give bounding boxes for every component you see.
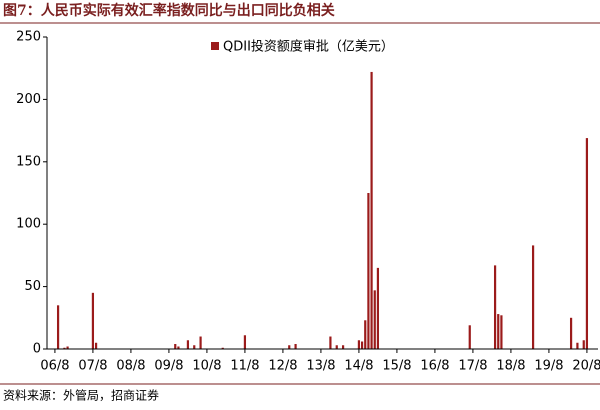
bar xyxy=(497,314,500,349)
bar xyxy=(370,71,373,349)
x-tick-label: 16/8 xyxy=(420,359,449,374)
bar xyxy=(288,345,291,349)
legend-label: QDII投资额度审批（亿美元） xyxy=(223,39,394,55)
x-tick-label: 14/8 xyxy=(344,359,373,374)
bar xyxy=(582,340,585,349)
bar xyxy=(221,347,224,349)
x-tick-label: 11/8 xyxy=(230,359,259,374)
y-tick-label: 250 xyxy=(16,30,41,45)
y-tick-label: 150 xyxy=(16,154,41,169)
bar xyxy=(576,342,579,349)
y-tick-label: 200 xyxy=(16,92,41,107)
x-tick-label: 17/8 xyxy=(458,359,487,374)
bar xyxy=(360,341,364,349)
bar xyxy=(376,267,380,349)
bar xyxy=(493,265,497,349)
bar xyxy=(335,345,338,349)
x-tick-label: 13/8 xyxy=(306,359,335,374)
x-tick-label: 10/8 xyxy=(192,359,221,374)
bar xyxy=(364,320,367,349)
x-tick-label: 19/8 xyxy=(534,359,563,374)
bar xyxy=(66,346,69,349)
bar xyxy=(531,245,535,349)
bar xyxy=(341,345,345,349)
bar xyxy=(468,325,471,349)
bar xyxy=(174,344,177,349)
bar xyxy=(329,336,332,349)
x-tick-label: 07/8 xyxy=(78,359,107,374)
bar xyxy=(193,345,196,349)
bar xyxy=(56,305,60,349)
x-tick-label: 18/8 xyxy=(496,359,525,374)
bar xyxy=(373,290,376,349)
bar xyxy=(177,346,180,349)
bar xyxy=(63,347,66,349)
x-tick-label: 20/8 xyxy=(572,359,600,374)
x-tick-label: 08/8 xyxy=(116,359,145,374)
bar xyxy=(367,193,370,349)
x-tick-label: 09/8 xyxy=(154,359,183,374)
y-tick-label: 100 xyxy=(16,217,41,232)
bar xyxy=(500,315,503,349)
legend-swatch xyxy=(211,42,219,50)
bar xyxy=(243,335,247,349)
bar xyxy=(585,138,589,349)
chart-title: 图7：人民币实际有效汇率指数同比与出口同比负相关 xyxy=(3,2,335,19)
bar xyxy=(357,340,361,349)
x-tick-label: 06/8 xyxy=(40,359,69,374)
y-tick-label: 50 xyxy=(24,279,41,294)
bar xyxy=(186,340,190,349)
bar xyxy=(569,317,573,349)
bar xyxy=(199,336,202,349)
bar xyxy=(91,292,95,349)
x-tick-label: 12/8 xyxy=(268,359,297,374)
source-note: 资料来源：外管局，招商证券 xyxy=(3,388,159,403)
y-tick-label: 0 xyxy=(33,342,41,357)
x-tick-label: 15/8 xyxy=(382,359,411,374)
bar xyxy=(294,344,297,349)
bar xyxy=(94,342,98,349)
